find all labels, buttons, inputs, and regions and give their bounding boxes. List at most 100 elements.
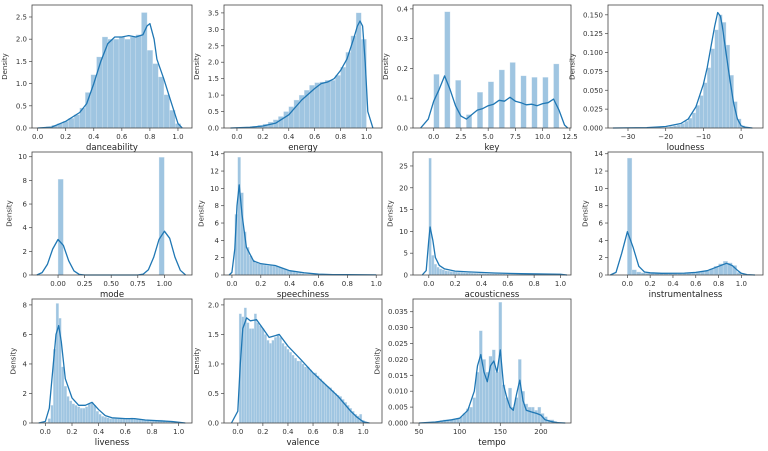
hist-bar	[636, 271, 642, 276]
hist-bar	[77, 406, 81, 424]
y-tick-label: 6	[215, 220, 220, 228]
x-tick-label: 0.50	[103, 280, 119, 288]
x-tick-label: 0.0	[32, 133, 43, 141]
hist-bar	[135, 34, 142, 129]
histogram	[428, 157, 561, 276]
y-tick-label: 20	[399, 184, 408, 192]
hist-bar	[146, 50, 153, 129]
y-tick-label: 0.030	[388, 324, 408, 332]
y-tick-label: 4	[23, 224, 28, 232]
subplot-tempo: 50 100 150 200 0.000 0.005 0.010 0.015 0.020 0.02…	[374, 298, 572, 448]
y-tick-label: 25	[399, 162, 408, 170]
axes-frame	[223, 4, 383, 129]
y-axis-label: Density	[193, 348, 201, 375]
hist-bar	[436, 266, 440, 276]
hist-bar	[152, 63, 159, 129]
hist-bar	[718, 14, 723, 129]
y-axis-label: Density	[386, 200, 394, 227]
kde-line	[228, 184, 377, 276]
y-axis-label: Density	[1, 53, 9, 80]
y-tick-label: 8	[23, 177, 27, 185]
hist-bar	[314, 82, 320, 129]
hist-bar	[296, 360, 300, 424]
y-tick-label: 0.5	[208, 108, 219, 116]
axes-frame	[412, 151, 572, 276]
hist-bar	[676, 124, 681, 129]
subplot-liveness: 0.0 0.2 0.4 0.6 0.8 1.0 0 2 4 6 8 liveness Density	[10, 298, 193, 448]
hist-bar	[158, 157, 165, 276]
y-tick-label: 10	[594, 185, 603, 193]
hist-bar	[266, 340, 270, 424]
hist-bar	[441, 269, 445, 276]
x-tick-label: 2.5	[455, 133, 466, 141]
x-tick-label: 150	[494, 428, 507, 436]
histogram	[57, 157, 165, 276]
hist-bar	[141, 12, 148, 129]
x-tick-label: 1.00	[157, 280, 173, 288]
kde-line	[38, 324, 186, 424]
y-tick-label: 6	[23, 201, 28, 209]
hist-bar	[311, 372, 315, 424]
x-tick-label: 0.0	[40, 428, 51, 436]
hist-bar	[109, 418, 113, 424]
y-tick-label: 8	[599, 202, 603, 210]
hist-bar	[248, 328, 252, 424]
hist-bar	[331, 390, 335, 424]
hist-bar	[82, 408, 86, 424]
hist-bar	[103, 416, 107, 424]
y-tick-label: 10	[18, 153, 27, 161]
y-tick-label: 10	[399, 228, 408, 236]
y-tick-label: 8	[23, 301, 27, 309]
y-tick-label: 0.075	[583, 68, 603, 76]
hist-bar	[261, 328, 265, 424]
y-tick-label: 0	[215, 272, 219, 280]
hist-bar	[276, 334, 280, 424]
hist-bar	[553, 63, 560, 129]
x-tick-label: 0.8	[144, 133, 155, 141]
y-tick-label: 2.0	[208, 301, 219, 309]
x-tick-label: 0.2	[257, 133, 268, 141]
y-tick-label: 1.5	[208, 75, 219, 83]
subplot-loudness: −30 −20 −10 0 0.000 0.025 0.050 0.075 0.100 0.125…	[569, 4, 764, 153]
x-tick-label: 0.8	[342, 280, 353, 288]
hist-bar	[66, 396, 70, 424]
x-axis-label: mode	[100, 290, 124, 300]
hist-bar	[271, 340, 275, 424]
hist-bar	[469, 406, 473, 424]
hist-bar	[286, 349, 290, 424]
hist-bar	[321, 381, 325, 424]
x-tick-label: 1.0	[358, 428, 369, 436]
hist-bar	[428, 157, 432, 276]
y-tick-label: 0	[23, 420, 27, 428]
x-tick-label: 0.75	[130, 280, 146, 288]
x-tick-label: 50	[415, 428, 424, 436]
y-tick-label: 0.050	[583, 87, 603, 95]
y-axis-label: Density	[197, 200, 205, 227]
y-tick-label: 10	[210, 185, 219, 193]
hist-bar	[292, 271, 296, 276]
y-tick-label: 0	[23, 272, 27, 280]
hist-bar	[691, 112, 697, 129]
y-tick-label: 12	[594, 168, 603, 176]
y-tick-label: 0.0	[208, 125, 219, 133]
subplot-valence: 0.0 0.2 0.4 0.6 0.8 1.0 0.0 0.5 1.0 1.5 2.0 valence…	[193, 298, 383, 448]
y-tick-label: 0.100	[583, 49, 603, 57]
x-tick-label: 200	[534, 428, 547, 436]
x-tick-label: 1.0	[555, 280, 566, 288]
hist-bar	[98, 413, 102, 424]
hist-bar	[695, 105, 700, 129]
y-tick-label: 14	[210, 150, 219, 158]
x-axis-label: speechiness	[277, 290, 330, 300]
hist-bar	[627, 157, 633, 276]
hist-bar	[55, 303, 59, 424]
hist-bar	[237, 157, 241, 276]
y-tick-label: 0.125	[583, 30, 603, 38]
hist-bar	[453, 419, 457, 424]
y-axis-label: Density	[10, 348, 18, 375]
x-tick-label: 0.6	[690, 280, 702, 288]
subplot-danceability: 0.0 0.2 0.4 0.6 0.8 1.0 0.0 0.5 1.0 1.5 2.0 2.5 danc…	[1, 4, 193, 153]
hist-bar	[439, 268, 443, 276]
y-tick-label: 6	[599, 220, 604, 228]
hist-bar	[69, 400, 73, 424]
hist-bar	[495, 371, 499, 424]
